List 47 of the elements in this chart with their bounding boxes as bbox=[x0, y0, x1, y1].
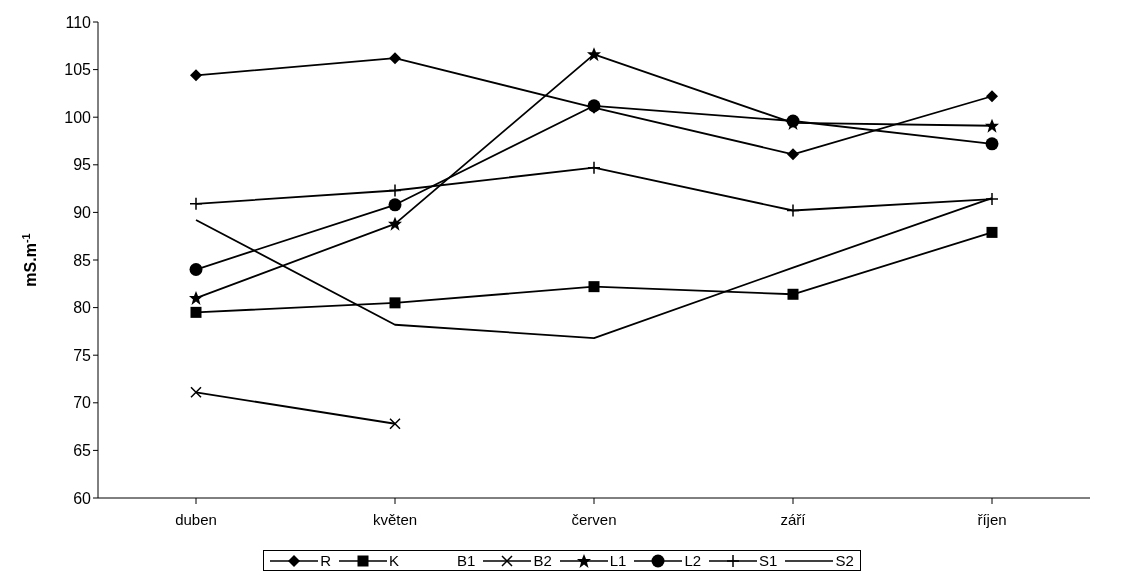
y-tick-label: 75 bbox=[73, 346, 92, 364]
legend-label: S2 bbox=[835, 552, 854, 569]
y-tick-label: 105 bbox=[64, 61, 92, 79]
y-tick-label: 110 bbox=[65, 13, 92, 31]
point bbox=[787, 288, 799, 300]
point bbox=[985, 137, 999, 151]
x-tick-label: říjen bbox=[977, 510, 1007, 528]
legend-label: R bbox=[320, 552, 331, 569]
point bbox=[986, 90, 998, 103]
y-tick-label: 80 bbox=[73, 299, 92, 317]
x-tick-label: září bbox=[780, 510, 807, 528]
point bbox=[986, 226, 998, 238]
point bbox=[588, 281, 600, 293]
point bbox=[189, 197, 203, 211]
point bbox=[189, 263, 203, 277]
point bbox=[389, 417, 401, 430]
y-tick-label: 95 bbox=[73, 156, 92, 174]
point bbox=[190, 386, 202, 399]
legend-label: L1 bbox=[609, 552, 627, 569]
point bbox=[388, 198, 402, 212]
legend-label: K bbox=[389, 552, 400, 569]
point bbox=[389, 52, 401, 65]
y-tick-label: 65 bbox=[73, 442, 92, 460]
x-tick-label: duben bbox=[175, 510, 217, 528]
point bbox=[388, 216, 402, 231]
legend-label: S1 bbox=[759, 552, 778, 569]
text: B1 bbox=[457, 552, 476, 569]
y-tick-label: 70 bbox=[73, 394, 92, 412]
x-tick-label: červen bbox=[571, 510, 617, 528]
legend-label: B2 bbox=[533, 552, 552, 569]
y-tick-label: 100 bbox=[64, 108, 92, 126]
point bbox=[587, 160, 601, 175]
point bbox=[190, 306, 202, 318]
point bbox=[985, 118, 999, 133]
point bbox=[786, 203, 800, 218]
y-tick-label: 90 bbox=[73, 204, 92, 222]
point bbox=[985, 192, 999, 206]
legend-label: L2 bbox=[684, 552, 702, 569]
y-tick-label: 85 bbox=[73, 251, 92, 269]
point bbox=[388, 183, 402, 198]
point bbox=[587, 47, 601, 62]
x-tick-label: květen bbox=[372, 510, 418, 528]
point bbox=[389, 297, 401, 309]
y-tick-label: 60 bbox=[73, 489, 92, 507]
point bbox=[787, 148, 799, 161]
point bbox=[189, 291, 203, 306]
point bbox=[190, 69, 202, 82]
